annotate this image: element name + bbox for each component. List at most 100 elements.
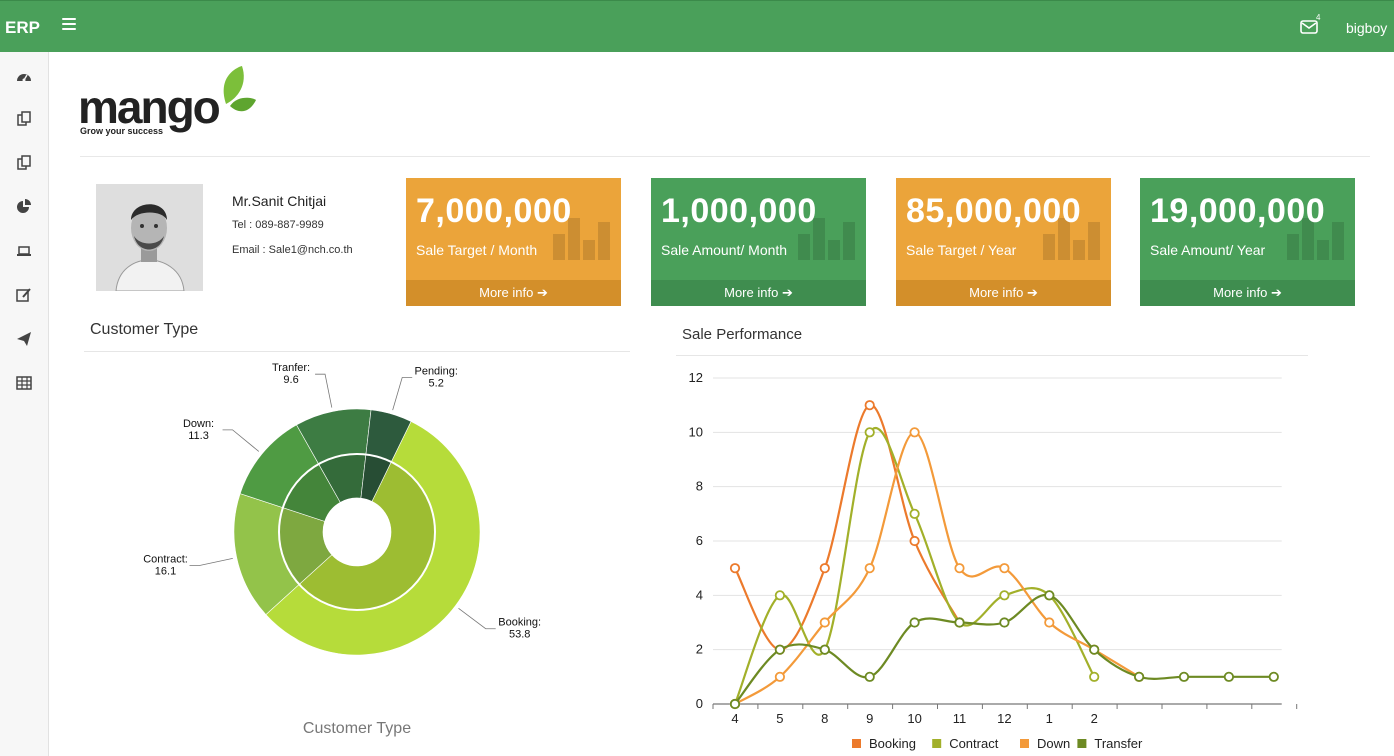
pie-label-name: Booking:	[498, 617, 541, 629]
x-tick-label: 5	[776, 711, 783, 726]
kpi-label: Sale Target / Month	[416, 242, 538, 258]
table-icon[interactable]	[15, 374, 33, 392]
legend-swatch-booking	[852, 739, 861, 748]
pie-label-value: 5.2	[429, 377, 444, 389]
x-tick-label: 11	[953, 711, 967, 726]
pie-label-value: 53.8	[509, 629, 530, 641]
customer-type-title: Customer Type	[90, 321, 199, 338]
laptop-icon[interactable]	[15, 242, 33, 260]
bar-chart-icon	[1287, 218, 1344, 260]
data-point-contract	[864, 427, 875, 438]
dashboard-icon[interactable]	[15, 68, 33, 86]
pie-label-value: 16.1	[155, 565, 176, 577]
data-point-transfer	[774, 644, 786, 655]
series-line-contract	[733, 427, 1096, 705]
data-point-transfer	[1178, 671, 1190, 682]
pie-chart-icon[interactable]	[15, 198, 33, 216]
series-line-down	[734, 431, 1140, 705]
pie-ring-separator	[278, 453, 436, 611]
more-info-link[interactable]: More info ➔	[896, 280, 1111, 306]
kpi-sale-amount-month: 1,000,000 Sale Amount/ Month More info ➔	[651, 178, 866, 306]
profile-tel: Tel : 089-887-9989	[232, 219, 324, 231]
user-avatar	[96, 184, 203, 291]
data-point-down	[909, 427, 920, 438]
bar-chart-icon	[1043, 218, 1100, 260]
legend-label-transfer: Transfer	[1094, 736, 1143, 751]
leaf-icon	[223, 66, 256, 112]
pie-label-leader	[458, 607, 496, 630]
menu-toggle-icon[interactable]	[62, 18, 76, 32]
company-logo: mango Grow your success	[76, 64, 256, 142]
more-info-link[interactable]: More info ➔	[651, 280, 866, 306]
header-divider	[80, 156, 1370, 157]
pie-label-leader	[392, 377, 413, 411]
arrow-circle-right-icon: ➔	[781, 285, 793, 300]
legend-label-down: Down	[1037, 736, 1070, 751]
copy-icon[interactable]	[15, 110, 33, 128]
kpi-value: 1,000,000	[661, 192, 817, 230]
profile-email: Email : Sale1@nch.co.th	[232, 244, 353, 256]
pie-label-value: 11.3	[188, 430, 209, 442]
chart-subtitle: Customer Type	[303, 720, 411, 737]
logo-tagline: Grow your success	[80, 126, 164, 136]
legend-swatch-contract	[932, 739, 942, 748]
kpi-label: Sale Target / Year	[906, 242, 1017, 258]
sale-performance-title: Sale Performance	[682, 326, 803, 343]
data-point-down	[954, 563, 965, 574]
kpi-label: Sale Amount/ Year	[1150, 242, 1266, 258]
data-point-transfer	[1133, 671, 1145, 682]
more-info-link[interactable]: More info ➔	[1140, 280, 1355, 306]
kpi-sale-target-year: 85,000,000 Sale Target / Year More info …	[896, 178, 1111, 306]
kpi-value: 7,000,000	[416, 192, 572, 230]
data-point-transfer	[864, 671, 875, 682]
mail-count-badge: 4	[1316, 13, 1321, 22]
data-point-booking	[729, 563, 741, 574]
x-tick-label: 10	[907, 711, 921, 726]
pie-label-leader	[315, 373, 333, 408]
kpi-sale-target-month: 7,000,000 Sale Target / Month More info …	[406, 178, 621, 306]
data-point-down	[774, 671, 786, 682]
sale-performance-divider	[676, 355, 1308, 356]
data-point-booking	[819, 563, 830, 574]
kpi-value: 19,000,000	[1150, 192, 1326, 230]
data-point-down	[819, 617, 830, 628]
brand-label[interactable]: ERP	[5, 18, 40, 37]
arrow-circle-right-icon: ➔	[536, 285, 548, 300]
x-tick-label: 12	[997, 711, 1011, 726]
data-point-contract	[774, 590, 786, 601]
send-icon[interactable]	[15, 330, 33, 348]
kpi-sale-amount-year: 19,000,000 Sale Amount/ Year More info ➔	[1140, 178, 1355, 306]
y-tick-label: 6	[696, 533, 703, 548]
top-navbar: ERP 4 bigboy	[0, 0, 1394, 52]
data-point-transfer	[1089, 644, 1100, 655]
data-point-booking	[909, 535, 920, 547]
y-tick-label: 4	[696, 587, 703, 602]
sidebar	[0, 52, 49, 756]
copy-icon[interactable]	[15, 154, 33, 172]
x-tick-label: 4	[731, 711, 738, 726]
data-point-down	[1044, 617, 1055, 628]
x-tick-label: 1	[1046, 711, 1053, 726]
data-point-transfer	[1223, 671, 1235, 682]
x-tick-label: 9	[866, 711, 873, 726]
y-tick-label: 10	[689, 424, 703, 439]
data-point-contract	[909, 508, 920, 519]
kpi-label: Sale Amount/ Month	[661, 242, 788, 258]
y-tick-label: 0	[696, 696, 703, 711]
pie-label-leader	[189, 558, 233, 566]
user-menu[interactable]: bigboy	[1346, 20, 1388, 36]
mail-icon[interactable]	[1300, 20, 1318, 34]
bar-chart-icon	[798, 218, 855, 260]
data-point-booking	[864, 400, 875, 411]
edit-icon[interactable]	[15, 286, 33, 304]
customer-type-divider	[84, 351, 630, 352]
legend-swatch-transfer	[1077, 739, 1087, 748]
pie-label-leader	[222, 429, 260, 452]
pie-hole	[323, 498, 391, 566]
data-point-transfer	[1044, 590, 1055, 601]
legend-swatch-down	[1020, 739, 1029, 748]
more-info-link[interactable]: More info ➔	[406, 280, 621, 306]
data-point-transfer	[954, 617, 965, 628]
profile-name: Mr.Sanit Chitjai	[232, 193, 327, 209]
